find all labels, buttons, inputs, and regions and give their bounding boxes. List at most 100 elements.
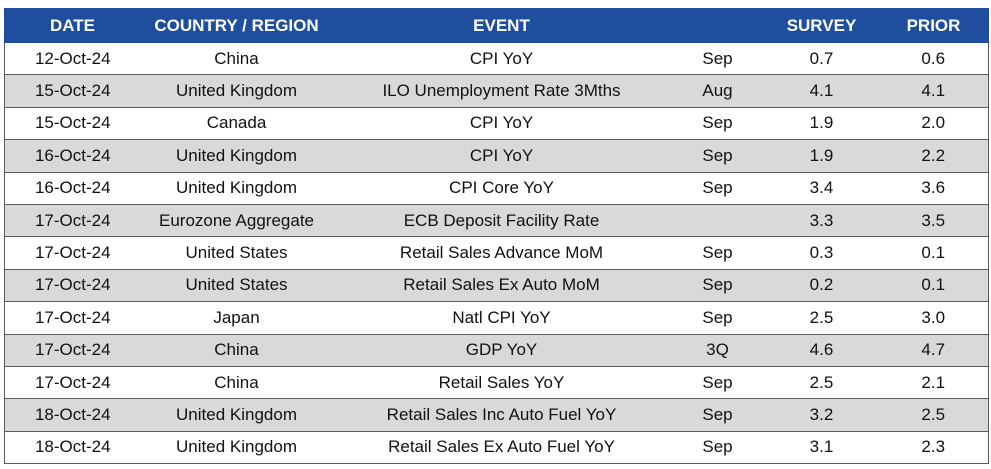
header-prior: PRIOR xyxy=(878,8,989,43)
cell-prior: 3.0 xyxy=(878,301,989,335)
cell-survey: 2.5 xyxy=(764,365,879,400)
cell-country: United Kingdom xyxy=(140,139,333,173)
cell-survey: 3.1 xyxy=(764,430,879,465)
table-row: 17-Oct-24 China Retail Sales YoY Sep 2.5 2.1 xyxy=(4,365,989,400)
cell-period: Sep xyxy=(670,365,765,400)
table-row: 16-Oct-24 United Kingdom CPI Core YoY Sep 3.… xyxy=(4,171,989,205)
cell-event: Retail Sales Ex Auto Fuel YoY xyxy=(332,430,671,465)
cell-period: Sep xyxy=(670,268,765,303)
header-period xyxy=(670,8,765,43)
cell-event: Retail Sales YoY xyxy=(332,365,671,400)
header-survey: SURVEY xyxy=(764,8,879,43)
cell-country: United States xyxy=(140,268,333,303)
header-row: DATE COUNTRY / REGION EVENT SURVEY PRIOR xyxy=(4,8,989,43)
cell-prior: 0.1 xyxy=(878,268,989,303)
table-row: 16-Oct-24 United Kingdom CPI YoY Sep 1.9 2.2 xyxy=(4,139,989,173)
cell-date: 16-Oct-24 xyxy=(4,171,141,205)
cell-survey: 1.9 xyxy=(764,139,879,173)
cell-survey: 3.2 xyxy=(764,398,879,432)
table-row: 17-Oct-24 United States Retail Sales Advan… xyxy=(4,236,989,270)
table-row: 18-Oct-24 United Kingdom Retail Sales Ex A… xyxy=(4,430,989,465)
cell-event: Natl CPI YoY xyxy=(332,301,671,335)
cell-survey: 4.1 xyxy=(764,74,879,108)
cell-period: Sep xyxy=(670,398,765,432)
cell-prior: 4.7 xyxy=(878,333,989,367)
cell-date: 12-Oct-24 xyxy=(4,41,141,76)
cell-country: China xyxy=(140,333,333,367)
cell-period xyxy=(670,203,765,238)
header-event: EVENT xyxy=(332,8,671,43)
cell-period: Sep xyxy=(670,171,765,205)
cell-survey: 4.6 xyxy=(764,333,879,367)
cell-survey: 3.3 xyxy=(764,203,879,238)
table-row: 12-Oct-24 China CPI YoY Sep 0.7 0.6 xyxy=(4,41,989,76)
cell-country: Canada xyxy=(140,106,333,141)
cell-country: China xyxy=(140,41,333,76)
table-row: 17-Oct-24 China GDP YoY 3Q 4.6 4.7 xyxy=(4,333,989,367)
economic-calendar: DATE COUNTRY / REGION EVENT SURVEY PRIOR… xyxy=(4,8,989,465)
cell-event: ILO Unemployment Rate 3Mths xyxy=(332,74,671,108)
cell-country: United Kingdom xyxy=(140,171,333,205)
cell-prior: 2.3 xyxy=(878,430,989,465)
cell-period: Sep xyxy=(670,430,765,465)
cell-period: Sep xyxy=(670,236,765,270)
cell-country: Eurozone Aggregate xyxy=(140,203,333,238)
cell-prior: 0.1 xyxy=(878,236,989,270)
cell-prior: 0.6 xyxy=(878,41,989,76)
cell-survey: 3.4 xyxy=(764,171,879,205)
cell-country: United Kingdom xyxy=(140,430,333,465)
header-date: DATE xyxy=(4,8,141,43)
table-row: 17-Oct-24 Japan Natl CPI YoY Sep 2.5 3.0 xyxy=(4,301,989,335)
cell-prior: 3.6 xyxy=(878,171,989,205)
cell-event: Retail Sales Ex Auto MoM xyxy=(332,268,671,303)
table-row: 15-Oct-24 United Kingdom ILO Unemployment … xyxy=(4,74,989,108)
cell-date: 17-Oct-24 xyxy=(4,301,141,335)
cell-prior: 2.1 xyxy=(878,365,989,400)
cell-date: 17-Oct-24 xyxy=(4,365,141,400)
cell-prior: 2.0 xyxy=(878,106,989,141)
cell-country: United Kingdom xyxy=(140,398,333,432)
cell-date: 17-Oct-24 xyxy=(4,333,141,367)
cell-survey: 0.2 xyxy=(764,268,879,303)
cell-date: 17-Oct-24 xyxy=(4,236,141,270)
cell-event: Retail Sales Advance MoM xyxy=(332,236,671,270)
cell-period: Aug xyxy=(670,74,765,108)
cell-period: Sep xyxy=(670,41,765,76)
cell-event: CPI Core YoY xyxy=(332,171,671,205)
table-body: 12-Oct-24 China CPI YoY Sep 0.7 0.6 15-Oct-24 U… xyxy=(4,41,989,465)
cell-event: CPI YoY xyxy=(332,139,671,173)
cell-date: 15-Oct-24 xyxy=(4,74,141,108)
cell-country: United States xyxy=(140,236,333,270)
cell-period: Sep xyxy=(670,139,765,173)
cell-country: United Kingdom xyxy=(140,74,333,108)
cell-date: 18-Oct-24 xyxy=(4,398,141,432)
cell-event: Retail Sales Inc Auto Fuel YoY xyxy=(332,398,671,432)
table-row: 17-Oct-24 Eurozone Aggregate ECB Deposit F… xyxy=(4,203,989,238)
cell-survey: 2.5 xyxy=(764,301,879,335)
header-country: COUNTRY / REGION xyxy=(140,8,333,43)
cell-prior: 3.5 xyxy=(878,203,989,238)
table-row: 17-Oct-24 United States Retail Sales Ex Au… xyxy=(4,268,989,303)
cell-event: CPI YoY xyxy=(332,106,671,141)
cell-prior: 4.1 xyxy=(878,74,989,108)
cell-date: 17-Oct-24 xyxy=(4,203,141,238)
calendar-table: DATE COUNTRY / REGION EVENT SURVEY PRIOR… xyxy=(4,8,989,465)
cell-date: 16-Oct-24 xyxy=(4,139,141,173)
cell-event: ECB Deposit Facility Rate xyxy=(332,203,671,238)
cell-date: 17-Oct-24 xyxy=(4,268,141,303)
cell-date: 18-Oct-24 xyxy=(4,430,141,465)
cell-period: 3Q xyxy=(670,333,765,367)
table-row: 18-Oct-24 United Kingdom Retail Sales Inc … xyxy=(4,398,989,432)
cell-survey: 1.9 xyxy=(764,106,879,141)
cell-prior: 2.5 xyxy=(878,398,989,432)
cell-country: China xyxy=(140,365,333,400)
cell-date: 15-Oct-24 xyxy=(4,106,141,141)
cell-event: GDP YoY xyxy=(332,333,671,367)
cell-event: CPI YoY xyxy=(332,41,671,76)
cell-period: Sep xyxy=(670,301,765,335)
cell-prior: 2.2 xyxy=(878,139,989,173)
cell-survey: 0.7 xyxy=(764,41,879,76)
cell-survey: 0.3 xyxy=(764,236,879,270)
cell-period: Sep xyxy=(670,106,765,141)
cell-country: Japan xyxy=(140,301,333,335)
